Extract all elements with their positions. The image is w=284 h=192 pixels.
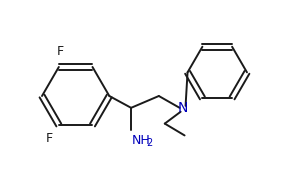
Text: N: N xyxy=(178,101,188,115)
Text: 2: 2 xyxy=(146,138,152,148)
Text: NH: NH xyxy=(132,134,151,147)
Text: F: F xyxy=(57,45,64,58)
Text: F: F xyxy=(46,132,53,145)
